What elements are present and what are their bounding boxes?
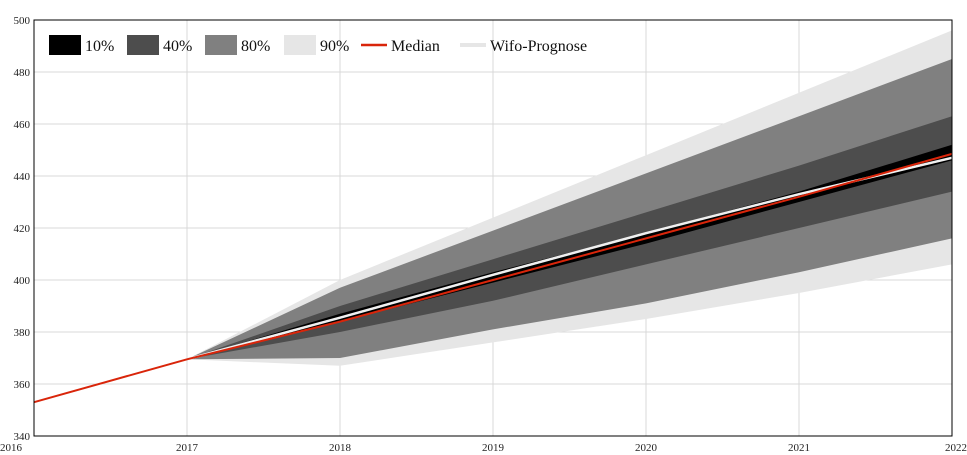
- y-tick-label: 340: [14, 431, 31, 443]
- legend-swatch-80pct: [205, 35, 237, 55]
- y-tick-label: 360: [14, 379, 31, 391]
- legend-label: Wifo-Prognose: [490, 38, 587, 55]
- legend-label: Median: [391, 38, 440, 55]
- x-tick-label: 2020: [635, 442, 658, 454]
- y-tick-label: 400: [14, 275, 31, 287]
- legend-label: 40%: [163, 38, 192, 55]
- legend-label: 80%: [241, 38, 270, 55]
- legend: 10% 40% 80% 90% Median Wifo-Prognose: [49, 35, 587, 55]
- band-10pct: [187, 144, 952, 360]
- x-tick-label: 2018: [329, 442, 352, 454]
- y-tick-label: 440: [14, 171, 31, 183]
- y-tick-label: 420: [14, 223, 31, 235]
- legend-label: 10%: [85, 38, 114, 55]
- y-axis-ticks: 340 360 380 400 420 440 460 480 500: [14, 15, 31, 443]
- legend-swatch-40pct: [127, 35, 159, 55]
- series-lines: [33, 152, 953, 404]
- y-tick-label: 380: [14, 327, 31, 339]
- band-80pct: [187, 59, 952, 360]
- x-tick-label: 2021: [788, 442, 810, 454]
- confidence-bands: [187, 30, 952, 366]
- y-tick-label: 460: [14, 119, 31, 131]
- y-tick-label: 500: [14, 15, 31, 27]
- x-tick-label: 2019: [482, 442, 505, 454]
- x-tick-label: 2022: [945, 442, 967, 454]
- legend-swatch-90pct: [284, 35, 316, 55]
- legend-label: 90%: [320, 38, 349, 55]
- series-line-wifo-prognose: [186, 156, 953, 361]
- x-tick-label: 2017: [176, 442, 199, 454]
- x-tick-label: 2016: [0, 442, 23, 454]
- plot-frame: [33, 19, 953, 437]
- y-tick-label: 480: [14, 67, 31, 79]
- x-axis-ticks: 2016 2017 2018 2019 2020 2021 2022: [0, 442, 967, 454]
- legend-swatch-10pct: [49, 35, 81, 55]
- band-40pct: [187, 116, 952, 360]
- series-line-median: [33, 152, 953, 404]
